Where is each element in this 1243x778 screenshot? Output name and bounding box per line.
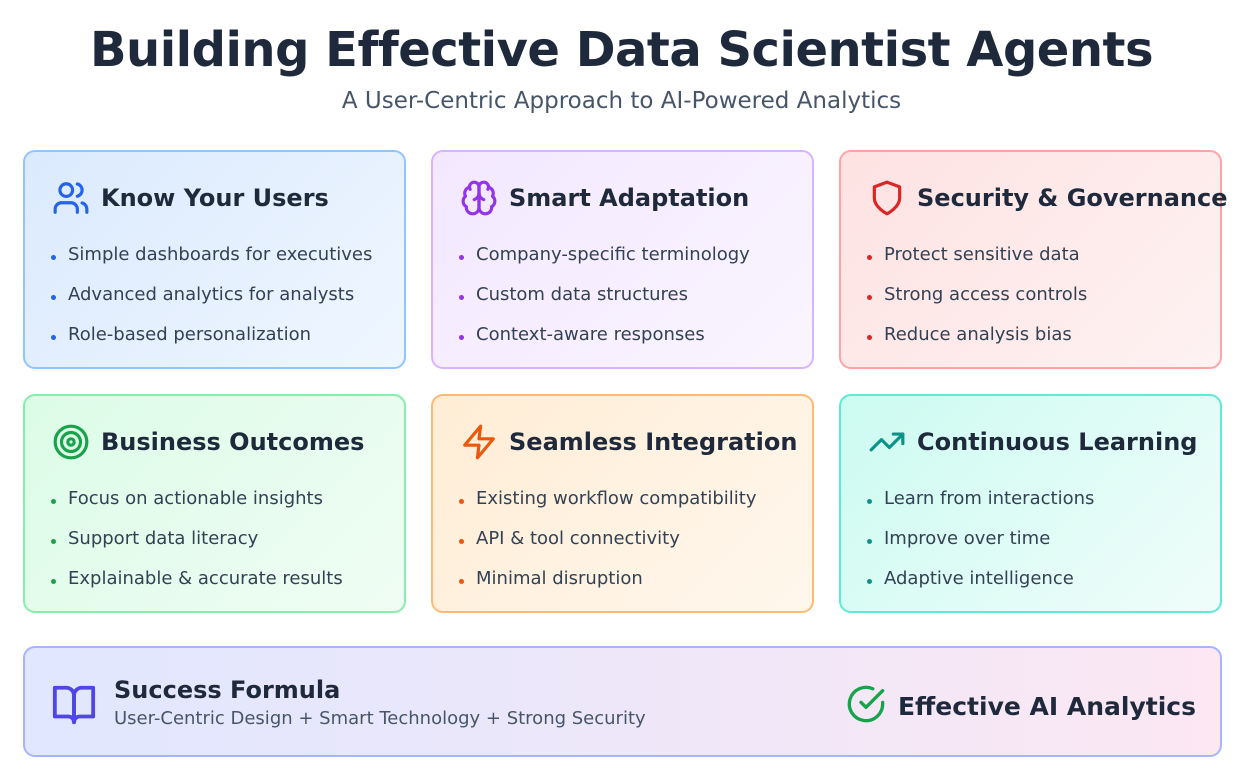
card-title: Seamless Integration xyxy=(509,428,798,456)
list-item: Protect sensitive data xyxy=(867,234,1087,274)
card-title: Security & Governance xyxy=(917,184,1228,212)
result-label: Effective AI Analytics xyxy=(897,691,1196,721)
list-item: Adaptive intelligence xyxy=(867,558,1094,598)
card-seamless-integration: Seamless Integration Existing workflow c… xyxy=(431,394,814,613)
brain-icon xyxy=(459,178,499,218)
list-item: Focus on actionable insights xyxy=(51,478,343,518)
book-icon xyxy=(51,682,97,728)
trending-up-icon xyxy=(867,422,907,462)
list-item: Strong access controls xyxy=(867,274,1087,314)
list-item: Improve over time xyxy=(867,518,1094,558)
list-item: Context-aware responses xyxy=(459,314,750,354)
footer-subtitle: User-Centric Design + Smart Technology +… xyxy=(114,708,646,729)
list-item: Custom data structures xyxy=(459,274,750,314)
card-title: Know Your Users xyxy=(101,184,329,212)
target-icon xyxy=(51,422,91,462)
list-item: Explainable & accurate results xyxy=(51,558,343,598)
list-item: Role-based personalization xyxy=(51,314,372,354)
list-item: Company-specific terminology xyxy=(459,234,750,274)
shield-icon xyxy=(867,178,907,218)
card-continuous-learning: Continuous Learning Learn from interacti… xyxy=(839,394,1222,613)
lightning-icon xyxy=(459,422,499,462)
list-item: Simple dashboards for executives xyxy=(51,234,372,274)
card-title: Smart Adaptation xyxy=(509,184,750,212)
card-know-your-users: Know Your Users Simple dashboards for ex… xyxy=(23,150,406,369)
card-title: Business Outcomes xyxy=(101,428,365,456)
success-formula-panel: Success Formula User-Centric Design + Sm… xyxy=(23,646,1222,757)
list-item: Existing workflow compatibility xyxy=(459,478,756,518)
list-item: Learn from interactions xyxy=(867,478,1094,518)
list-item: Minimal disruption xyxy=(459,558,756,598)
list-item: API & tool connectivity xyxy=(459,518,756,558)
page-subtitle: A User-Centric Approach to AI-Powered An… xyxy=(341,88,902,114)
card-security-governance: Security & Governance Protect sensitive … xyxy=(839,150,1228,369)
users-icon xyxy=(51,178,91,218)
card-smart-adaptation: Smart Adaptation Company-specific termin… xyxy=(431,150,814,369)
footer-title: Success Formula xyxy=(114,676,341,704)
card-title: Continuous Learning xyxy=(917,428,1198,456)
card-business-outcomes: Business Outcomes Focus on actionable in… xyxy=(23,394,406,613)
result-label-group: Effective AI Analytics xyxy=(846,684,1196,728)
page-title: Building Effective Data Scientist Agents xyxy=(89,22,1154,78)
check-circle-icon xyxy=(846,684,886,728)
list-item: Reduce analysis bias xyxy=(867,314,1087,354)
list-item: Support data literacy xyxy=(51,518,343,558)
list-item: Advanced analytics for analysts xyxy=(51,274,372,314)
